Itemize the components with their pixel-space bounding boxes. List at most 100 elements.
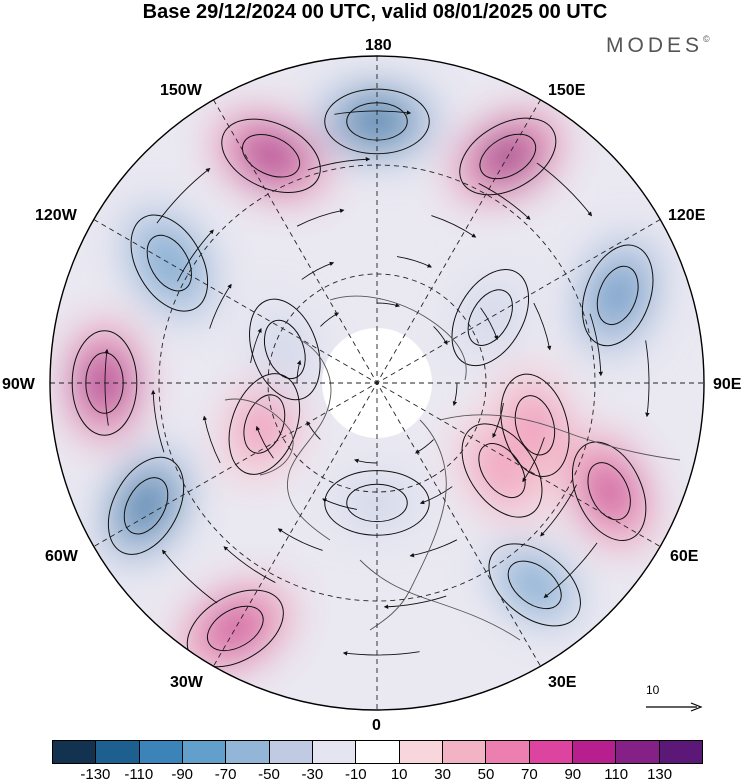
colorbar-tick: 130 xyxy=(647,766,673,783)
wind-arrow xyxy=(301,261,335,280)
wind-arrow xyxy=(431,215,477,238)
wind-arrow xyxy=(209,283,232,329)
streamline xyxy=(581,244,654,347)
colorbar-tick: -50 xyxy=(258,766,280,783)
wind-streamlines xyxy=(71,88,654,668)
colorbar-swatch xyxy=(616,741,660,763)
colorbar-tick: 90 xyxy=(564,766,582,783)
colorbar-tick: 50 xyxy=(477,766,495,783)
wind-arrow xyxy=(414,439,434,454)
colorbar-swatch xyxy=(399,741,443,763)
colorbar-swatch xyxy=(659,741,702,763)
colorbar-tick: -90 xyxy=(171,766,194,783)
colorbar-tick-labels: -130 -110 -90 -70 -50 -30 -10 10 30 50 70 90 110 130 xyxy=(0,766,750,783)
streamline xyxy=(571,441,647,542)
streamline xyxy=(467,289,513,346)
reference-vector-arrow xyxy=(646,702,703,712)
brand-mark: © xyxy=(703,34,710,44)
lon-label-180: 180 xyxy=(365,37,392,54)
map-boundary xyxy=(49,55,705,711)
streamline xyxy=(228,373,301,475)
anomaly-field xyxy=(66,83,660,674)
streamline xyxy=(130,214,209,312)
wind-arrow xyxy=(277,528,323,551)
lon-label-150e: 150E xyxy=(548,82,586,99)
anomaly-blob xyxy=(599,268,637,323)
wind-arrow xyxy=(419,486,453,505)
colorbar-tick: -70 xyxy=(214,766,237,783)
streamline xyxy=(206,605,264,652)
streamline xyxy=(346,483,408,523)
streamline xyxy=(596,265,639,326)
lon-label-60w: 60W xyxy=(45,548,78,565)
anomaly-blob xyxy=(244,136,298,176)
colorbar-tick: 110 xyxy=(604,766,629,783)
anomaly-blob xyxy=(349,485,405,520)
streamline xyxy=(500,373,570,477)
streamline xyxy=(479,133,537,180)
colorbar-tick: -130 xyxy=(80,766,111,783)
colorbar-swatch xyxy=(312,741,357,763)
wind-arrow xyxy=(342,651,420,656)
colorbar-tick: -30 xyxy=(301,766,324,783)
wind-arrow xyxy=(223,546,276,583)
coastlines xyxy=(224,295,681,641)
wind-arrow xyxy=(492,402,504,438)
streamline xyxy=(263,319,306,380)
wind-arrow xyxy=(322,498,358,510)
wind-arrow xyxy=(589,313,603,377)
polar-stereographic-map xyxy=(49,55,705,711)
colorbar-tick: -10 xyxy=(344,766,367,783)
wind-arrow xyxy=(307,157,371,171)
anomaly-blob xyxy=(245,397,284,451)
streamline xyxy=(514,395,556,456)
lon-label-120w: 120W xyxy=(35,207,77,224)
wind-arrow xyxy=(151,389,165,453)
vector-scale-label: 10 xyxy=(646,683,660,697)
wind-arrow xyxy=(480,307,499,341)
anomaly-blob xyxy=(148,237,190,289)
anomaly-blob xyxy=(266,322,304,377)
wind-arrow xyxy=(522,437,545,483)
wind-arrow xyxy=(433,326,448,346)
streamline xyxy=(451,269,530,367)
colorbar-tick: -110 xyxy=(124,766,154,783)
map-title: Base 29/12/2024 00 UTC, valid 08/01/2025… xyxy=(142,1,608,23)
colorbar-swatch xyxy=(139,741,183,763)
wind-arrow xyxy=(540,484,577,537)
streamline xyxy=(221,118,321,193)
wind-arrow xyxy=(478,183,531,220)
lon-label-150w: 150W xyxy=(160,82,202,99)
streamline xyxy=(123,477,169,535)
lon-label-30e: 30E xyxy=(548,674,577,691)
lon-label-90w: 90W xyxy=(2,376,35,393)
wind-arrow xyxy=(334,110,412,115)
wind-arrow xyxy=(645,340,650,418)
anomaly-blob xyxy=(209,608,261,649)
wind-arrow xyxy=(177,229,214,282)
streamline xyxy=(249,298,321,401)
streamline xyxy=(243,394,286,454)
wind-arrow xyxy=(250,328,262,364)
colorbar-swatch xyxy=(356,741,400,763)
anomaly-blob xyxy=(126,479,167,532)
wind-arrow xyxy=(383,595,447,609)
wind-arrow xyxy=(409,539,458,558)
lon-label-120e: 120E xyxy=(668,207,706,224)
colorbar-swatch xyxy=(442,741,487,763)
wind-arrow xyxy=(161,549,218,604)
wind-arrow xyxy=(533,302,552,351)
lon-label-0: 0 xyxy=(372,717,381,734)
wind-arrow xyxy=(320,312,340,327)
lon-label-60e: 60E xyxy=(670,548,699,565)
anomaly-blob xyxy=(469,291,511,344)
streamline xyxy=(324,88,430,155)
streamline xyxy=(587,462,631,521)
wind-arrow xyxy=(156,167,211,224)
graticule xyxy=(50,56,704,710)
colorbar-tick: 30 xyxy=(434,766,451,783)
streamline xyxy=(478,443,526,499)
wind-arrow xyxy=(306,420,321,440)
colorbar-swatch xyxy=(226,741,270,763)
colorbar xyxy=(52,740,703,764)
